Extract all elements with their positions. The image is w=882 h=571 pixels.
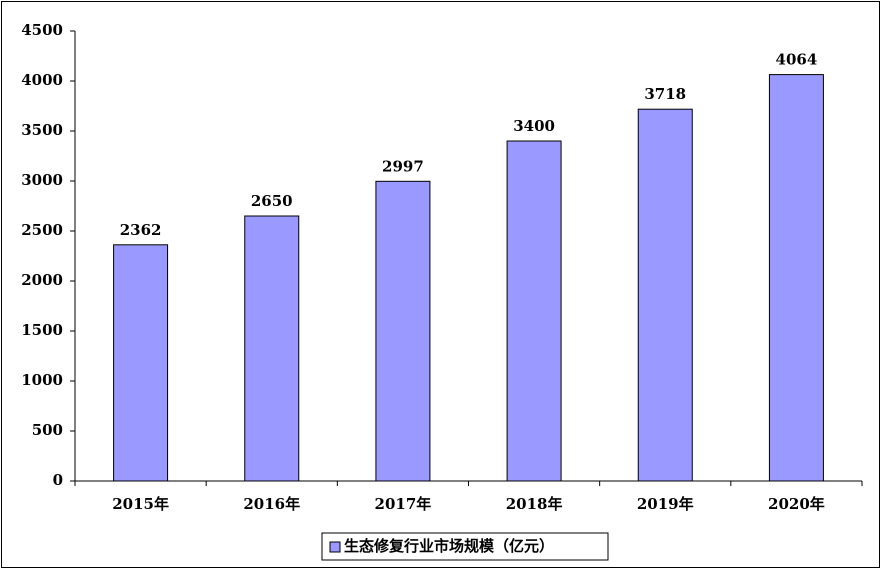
x-tick-label: 2020年	[768, 495, 825, 513]
data-label: 2997	[382, 157, 424, 175]
bar	[113, 244, 169, 482]
y-tick-label: 4000	[21, 71, 63, 89]
y-tick-label: 3500	[21, 121, 63, 139]
data-label: 2650	[251, 192, 293, 210]
bar	[375, 180, 431, 482]
y-tick-label: 1500	[21, 321, 63, 339]
bar	[244, 215, 300, 482]
y-tick-label: 0	[53, 471, 63, 489]
y-tick-label: 3000	[21, 171, 63, 189]
legend-label: 生态修复行业市场规模（亿元）	[344, 537, 554, 555]
data-label: 3400	[513, 117, 555, 135]
x-tick-label: 2018年	[506, 495, 563, 513]
y-tick-label: 1000	[21, 371, 63, 389]
data-label: 4064	[776, 51, 818, 69]
x-tick-label: 2015年	[112, 495, 169, 513]
legend-box	[321, 532, 609, 561]
y-tick-label: 500	[32, 421, 63, 439]
data-label: 3718	[644, 85, 686, 103]
y-tick-label: 4500	[21, 21, 63, 39]
x-tick-label: 2017年	[375, 495, 432, 513]
data-label: 2362	[120, 221, 162, 239]
bar	[506, 140, 562, 482]
x-tick-label: 2016年	[243, 495, 300, 513]
y-tick-label: 2500	[21, 221, 63, 239]
y-tick-label: 2000	[21, 271, 63, 289]
legend-swatch	[329, 541, 341, 553]
bar	[637, 108, 693, 482]
bar	[768, 74, 824, 482]
x-tick-label: 2019年	[637, 495, 694, 513]
